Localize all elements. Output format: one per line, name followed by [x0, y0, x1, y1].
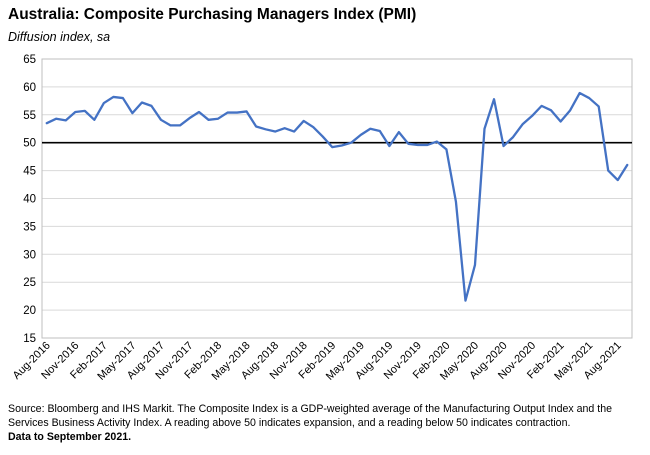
y-tick-label: 60 — [23, 82, 36, 94]
y-tick-label: 35 — [23, 221, 36, 233]
y-tick-label: 40 — [23, 194, 36, 206]
plot-border — [41, 58, 633, 339]
y-tick-label: 25 — [23, 277, 36, 289]
y-tick-label: 50 — [23, 138, 36, 150]
data-note: Data to September 2021. — [8, 431, 132, 443]
chart-subtitle: Diffusion index, sa — [8, 30, 111, 44]
series-line — [45, 91, 629, 302]
y-tick-label: 65 — [23, 54, 36, 66]
y-tick-label: 30 — [23, 249, 36, 261]
source-text: Source: Bloomberg and IHS Markit. The Co… — [8, 403, 612, 429]
y-tick-label: 45 — [23, 166, 36, 178]
y-tick-label: 20 — [23, 305, 36, 317]
y-tick-label: 55 — [23, 110, 36, 122]
source-note: Source: Bloomberg and IHS Markit. The Co… — [8, 402, 644, 444]
chart-title: Australia: Composite Purchasing Managers… — [8, 6, 417, 23]
y-tick-label: 15 — [23, 333, 36, 345]
line-chart: 1520253035404550556065Aug-2016Nov-2016Fe… — [11, 54, 633, 383]
